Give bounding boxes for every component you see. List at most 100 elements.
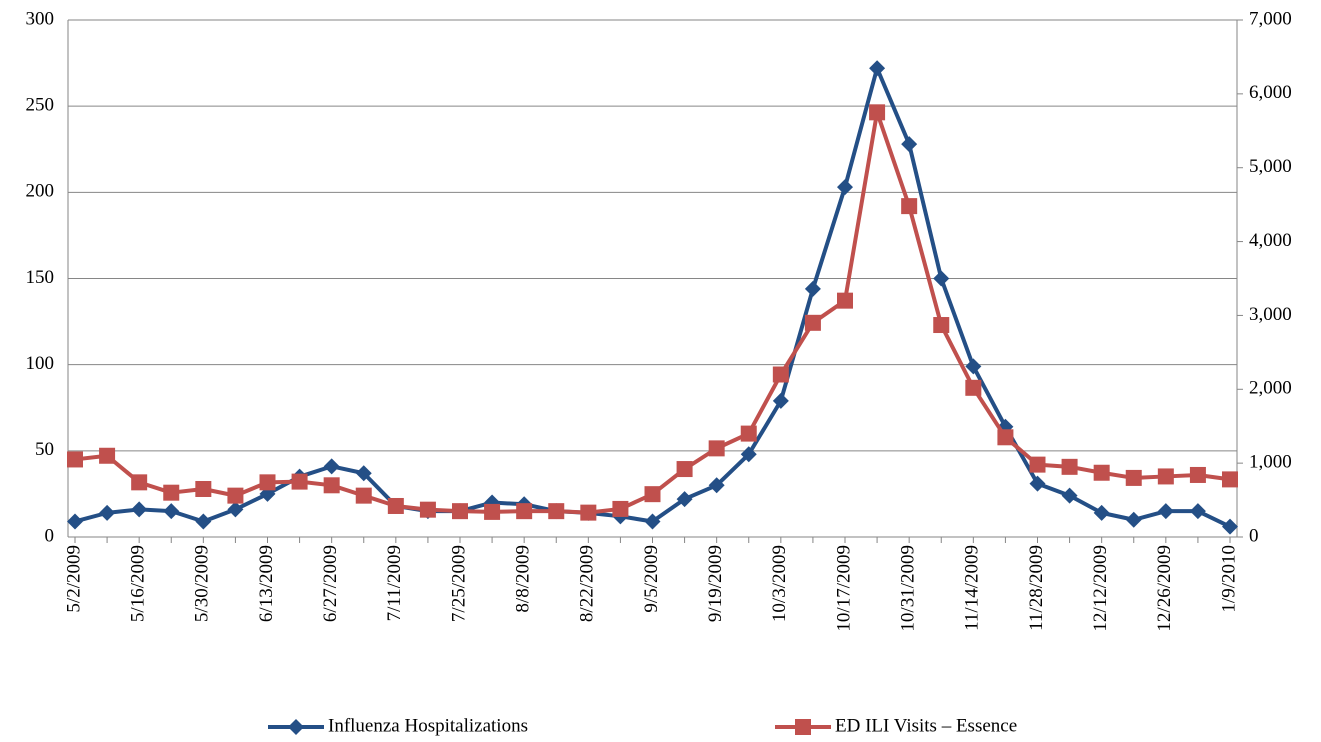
series-marker (452, 503, 468, 520)
x-tick-label: 10/3/2009 (769, 545, 790, 622)
series-marker (259, 474, 276, 491)
series-line (74, 110, 1231, 515)
series-marker (740, 446, 757, 463)
series-marker (869, 60, 886, 77)
series-marker (1157, 503, 1174, 520)
series-marker (901, 198, 918, 215)
series-marker (612, 500, 629, 517)
series-marker (67, 451, 83, 468)
legend-label: ED ILI Visits – Essence (835, 715, 1017, 736)
x-tick-label: 5/30/2009 (192, 545, 213, 622)
series-marker (323, 458, 340, 475)
series-marker (676, 461, 693, 478)
series-marker (772, 366, 789, 383)
series-marker (580, 504, 597, 521)
series-marker (1061, 458, 1078, 475)
series-marker (676, 491, 693, 508)
y2-tick-label: 1,000 (1249, 452, 1292, 473)
series-marker (291, 473, 308, 490)
series-marker (131, 501, 148, 518)
x-tick-label: 12/26/2009 (1154, 545, 1175, 632)
x-tick-label: 9/5/2009 (641, 545, 662, 613)
x-tick-label: 7/25/2009 (448, 545, 469, 622)
series-marker (131, 474, 148, 491)
y2-tick-label: 0 (1249, 525, 1259, 546)
legend-label: Influenza Hospitalizations (328, 715, 528, 736)
series-marker (516, 503, 533, 520)
series-marker (1093, 504, 1110, 521)
series-marker (323, 477, 340, 494)
y-tick-label: 300 (26, 8, 55, 29)
x-tick-label: 12/12/2009 (1090, 545, 1111, 632)
series-marker (708, 440, 725, 457)
x-tick-label: 6/13/2009 (256, 545, 277, 622)
legend-marker (795, 719, 811, 735)
y2-tick-label: 3,000 (1249, 304, 1292, 325)
series-marker (387, 497, 404, 514)
series-marker (1222, 471, 1238, 488)
series-marker (1029, 475, 1046, 492)
series-marker (484, 503, 501, 520)
x-tick-label: 11/14/2009 (962, 545, 983, 631)
y2-tick-label: 7,000 (1249, 8, 1292, 29)
series-marker (740, 425, 757, 442)
x-tick-label: 5/2/2009 (63, 545, 84, 613)
series-marker (227, 501, 244, 518)
series-marker (1061, 487, 1078, 504)
x-tick-label: 10/17/2009 (833, 545, 854, 632)
series-marker (163, 503, 180, 520)
y-tick-label: 50 (35, 439, 54, 460)
series-marker (1029, 456, 1046, 473)
series-marker (1189, 503, 1206, 520)
y-tick-label: 100 (26, 353, 55, 374)
series-marker (901, 136, 918, 153)
series-marker (419, 501, 436, 518)
y-tick-label: 0 (45, 525, 55, 546)
series-marker (1189, 466, 1206, 483)
series-marker (933, 270, 950, 287)
series-marker (997, 429, 1014, 446)
x-tick-label: 8/22/2009 (577, 545, 598, 622)
x-tick-label: 10/31/2009 (898, 545, 919, 632)
x-tick-label: 8/8/2009 (513, 545, 534, 613)
series-marker (644, 486, 661, 503)
series-marker (708, 477, 725, 494)
series-marker (933, 317, 950, 334)
y2-tick-label: 2,000 (1249, 378, 1292, 399)
series-line (74, 66, 1231, 529)
x-tick-label: 7/11/2009 (384, 545, 405, 621)
series-marker (355, 487, 372, 504)
series-marker (99, 504, 116, 521)
series-marker (67, 513, 83, 530)
x-tick-label: 11/28/2009 (1026, 545, 1047, 631)
series-marker (99, 447, 116, 464)
series-marker (163, 484, 180, 501)
y-tick-label: 250 (26, 95, 55, 116)
series-marker (195, 480, 212, 497)
series-marker (837, 292, 853, 309)
x-tick-label: 9/19/2009 (705, 545, 726, 622)
series-marker (1157, 468, 1174, 485)
series-marker (227, 487, 244, 504)
series-marker (644, 513, 661, 530)
series-marker (195, 513, 212, 530)
x-tick-label: 6/27/2009 (320, 545, 341, 622)
series-marker (804, 314, 821, 331)
y-tick-label: 150 (26, 267, 55, 288)
series-marker (548, 503, 565, 520)
legend-marker (288, 719, 304, 735)
y2-tick-label: 4,000 (1249, 230, 1292, 251)
y2-tick-label: 5,000 (1249, 156, 1292, 177)
series-marker (804, 280, 821, 297)
series-marker (965, 358, 982, 375)
series-marker (355, 465, 372, 482)
y-tick-label: 200 (26, 181, 55, 202)
series-marker (965, 379, 982, 396)
x-tick-label: 5/16/2009 (128, 545, 149, 622)
series-marker (869, 104, 886, 121)
x-tick-label: 1/9/2010 (1218, 545, 1239, 613)
series-marker (1125, 469, 1142, 486)
series-marker (1125, 511, 1142, 528)
y2-tick-label: 6,000 (1249, 82, 1292, 103)
